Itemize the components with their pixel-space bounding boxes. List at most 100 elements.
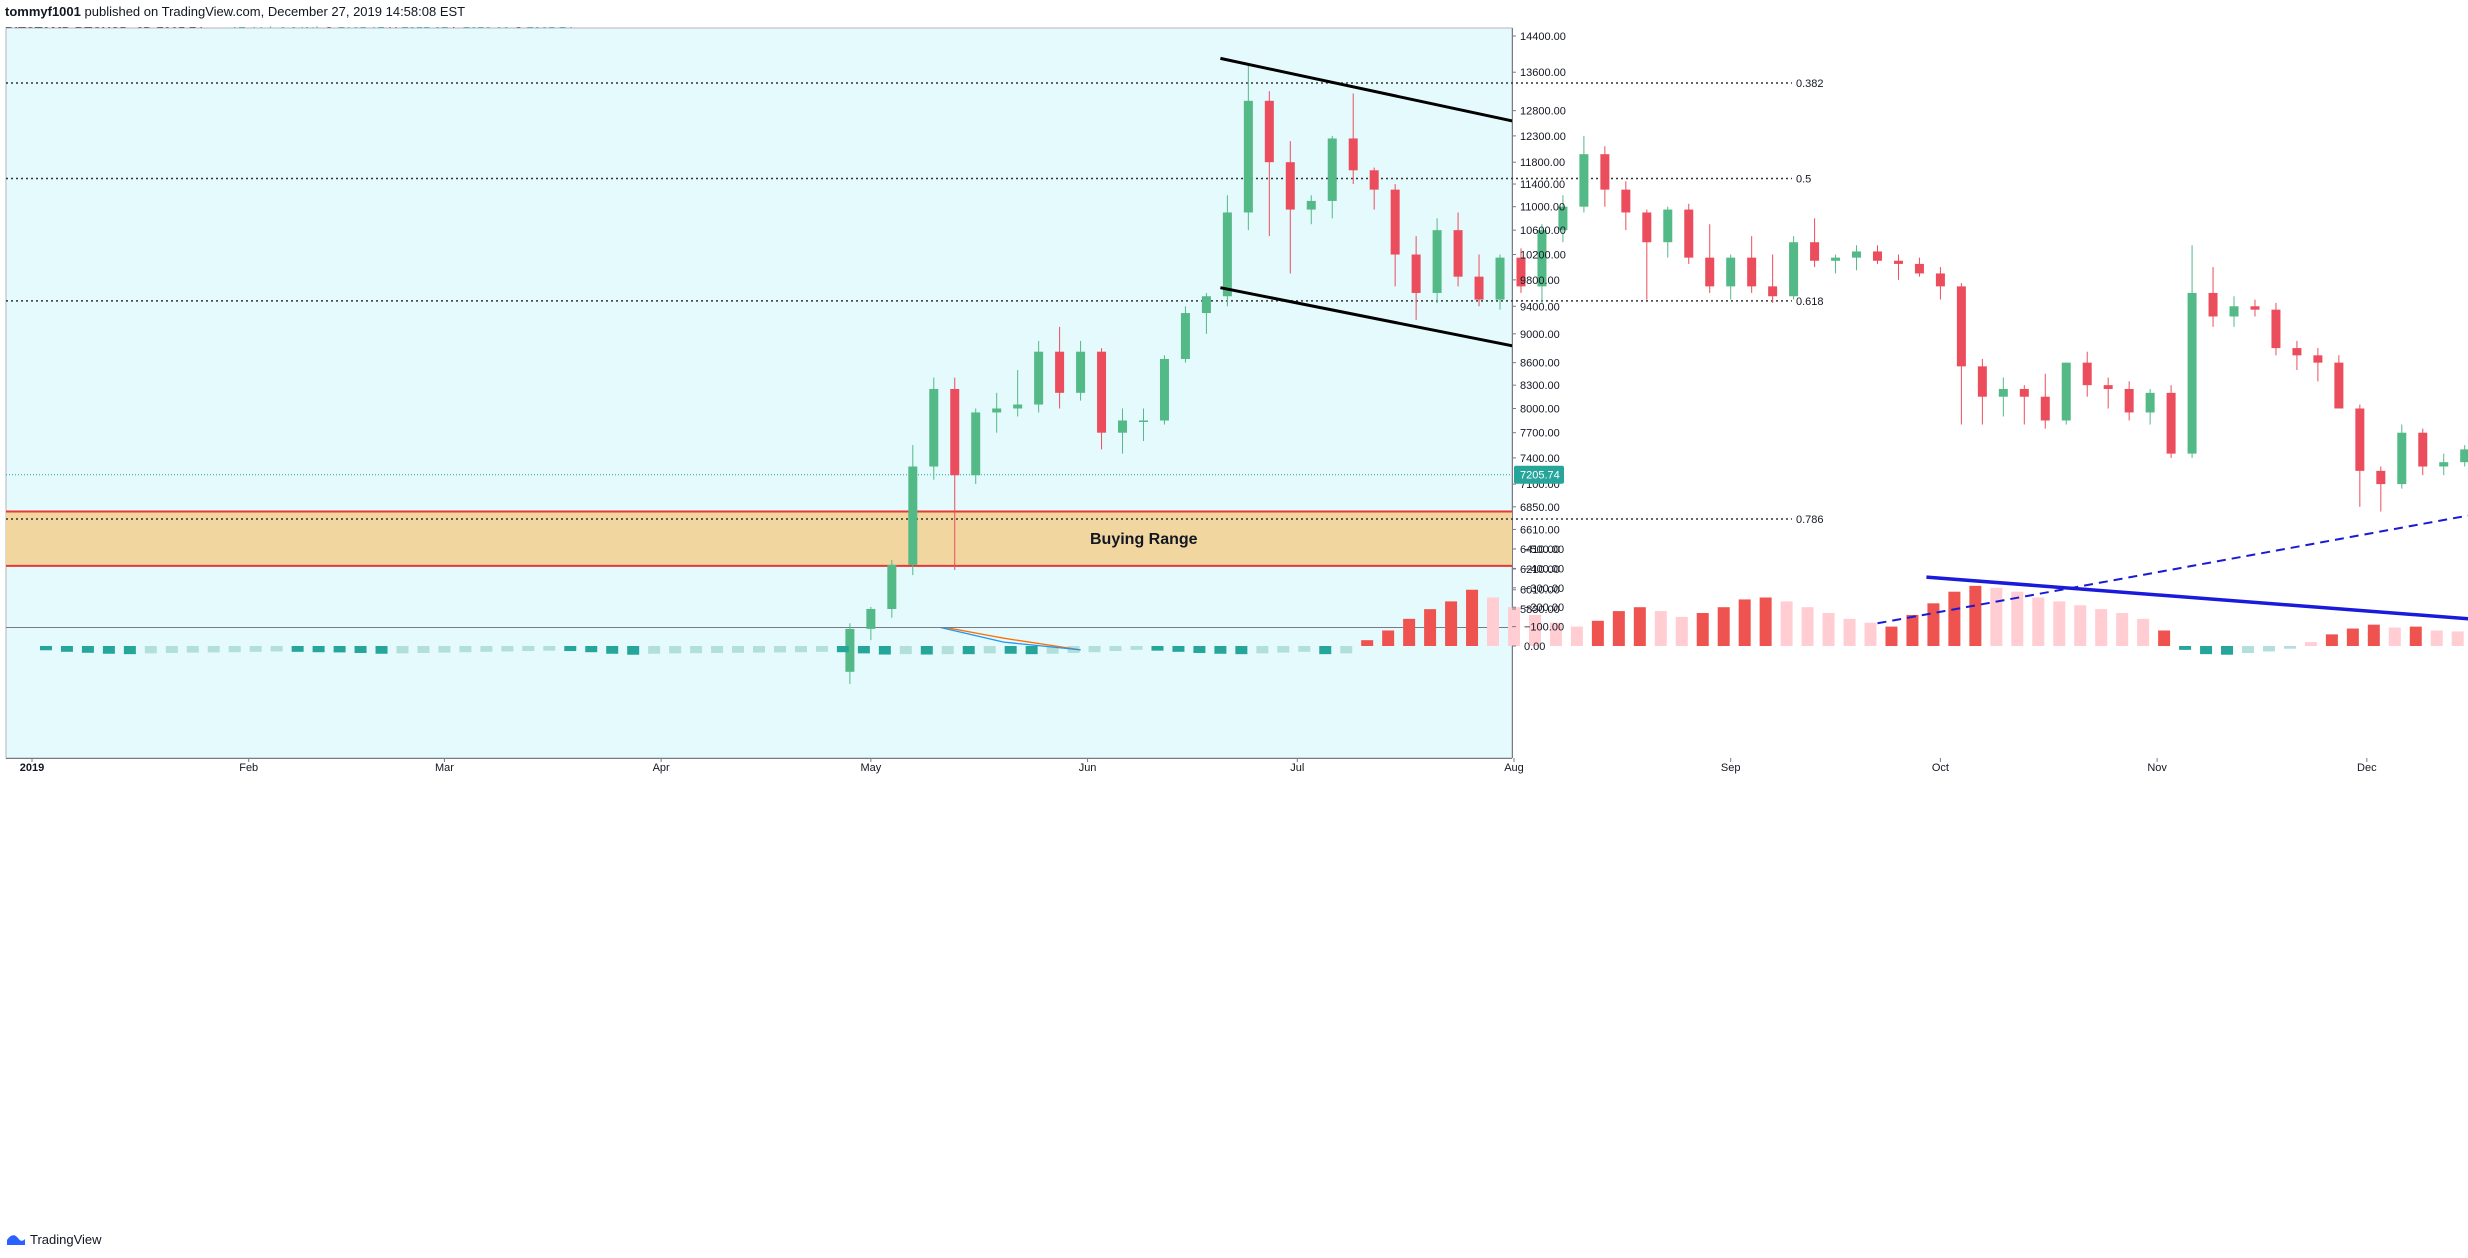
candle xyxy=(887,559,897,618)
histogram-bar xyxy=(1256,646,1269,654)
candle-body xyxy=(1789,242,1799,297)
candle xyxy=(1935,267,1945,300)
price-tick-label: 9000.00 xyxy=(1520,329,1560,341)
histogram-bar xyxy=(920,646,933,655)
candle-body xyxy=(1935,273,1945,287)
histogram-bar xyxy=(1948,591,1961,646)
candle-body xyxy=(992,408,1002,413)
histogram-bar xyxy=(1759,597,1772,646)
candle xyxy=(1663,206,1673,258)
histogram-bar xyxy=(165,646,178,653)
price-tick-label: 8600.00 xyxy=(1520,358,1560,370)
candle-body xyxy=(2355,408,2365,471)
fib-label-0.382: 0.382 xyxy=(1796,78,1824,90)
candle-body xyxy=(1432,230,1442,293)
candle xyxy=(2082,351,2092,397)
candle-body xyxy=(1558,206,1568,231)
price-tick-label: 13600.00 xyxy=(1520,67,1566,79)
candle xyxy=(1474,254,1484,307)
author-name[interactable]: tommyf1001 xyxy=(5,4,81,19)
histogram-bar xyxy=(2200,646,2213,655)
histogram-bar xyxy=(1277,646,1290,653)
histogram-bar xyxy=(1172,646,1185,652)
histogram-bar xyxy=(1822,613,1835,646)
candle-body xyxy=(2376,470,2386,485)
histogram-bar xyxy=(228,646,241,653)
candle-body xyxy=(1663,209,1673,243)
candle-body xyxy=(1201,296,1211,314)
time-tick-label: Sep xyxy=(1721,762,1741,774)
candle xyxy=(971,408,981,485)
channel-lower-line xyxy=(1220,286,1512,348)
candle-body xyxy=(1264,100,1274,163)
histogram-bar xyxy=(1424,609,1437,646)
histogram-bar xyxy=(438,646,451,653)
histogram-bar xyxy=(480,646,493,652)
histogram-bar xyxy=(270,646,283,652)
candle xyxy=(2166,385,2176,458)
histogram-bar xyxy=(2451,631,2464,646)
time-tick-label: Aug xyxy=(1504,762,1524,774)
candle xyxy=(1810,218,1820,268)
candle xyxy=(1852,245,1862,271)
candle xyxy=(1998,377,2008,417)
candle-body xyxy=(2040,396,2050,421)
candle xyxy=(1642,209,1652,300)
candle xyxy=(1621,181,1631,231)
candle-body xyxy=(2166,392,2176,454)
channel-upper-line xyxy=(1220,56,1512,123)
macd-tick-label: −300.00 xyxy=(1524,583,1564,595)
candle-body xyxy=(1852,251,1862,258)
candle-body xyxy=(1138,420,1148,422)
histogram-bar xyxy=(1675,616,1688,646)
candle-body xyxy=(1306,200,1316,210)
histogram-bar xyxy=(186,646,199,653)
candle xyxy=(2313,348,2323,382)
histogram-bar xyxy=(983,646,996,654)
histogram-bar xyxy=(564,646,577,652)
macd-trendline xyxy=(1926,575,2468,621)
candle xyxy=(1327,135,1337,219)
time-tick-label: Apr xyxy=(653,762,670,774)
candle xyxy=(1055,326,1065,409)
candle-body xyxy=(1579,154,1589,207)
candle-body xyxy=(1768,286,1778,297)
candle-body xyxy=(1243,100,1253,213)
macd-lines xyxy=(939,628,1081,651)
price-tick-label: 7400.00 xyxy=(1520,453,1560,465)
price-tick-label: 14400.00 xyxy=(1520,31,1566,43)
candle xyxy=(1453,212,1463,287)
candle-body xyxy=(1872,251,1882,261)
histogram-bar xyxy=(857,646,870,654)
current-price-badge xyxy=(1514,465,1564,484)
histogram-bar xyxy=(1570,626,1583,646)
candle xyxy=(1705,224,1715,293)
candle xyxy=(2418,428,2428,476)
candle xyxy=(1768,254,1778,303)
price-tick-label: 12300.00 xyxy=(1520,131,1566,143)
candle xyxy=(2145,388,2155,425)
candle xyxy=(2355,404,2365,507)
histogram-bar xyxy=(2074,605,2087,646)
macd-line xyxy=(939,628,1081,651)
histogram-bar xyxy=(522,646,535,652)
fib-label-0.5: 0.5 xyxy=(1796,174,1811,186)
histogram-bar xyxy=(375,646,388,654)
price-tick-label: 9800.00 xyxy=(1520,275,1560,287)
candle-body xyxy=(950,388,960,476)
candle-body xyxy=(1495,257,1505,300)
histogram-bar xyxy=(102,646,115,654)
candle xyxy=(2460,445,2468,467)
candle xyxy=(866,606,876,641)
histogram-bar xyxy=(1046,646,1059,654)
candle xyxy=(1789,236,1799,300)
candle-body xyxy=(1977,366,1987,397)
time-tick-label: Mar xyxy=(435,762,454,774)
time-tick-label: Dec xyxy=(2357,762,2377,774)
histogram-bar xyxy=(669,646,682,654)
candle xyxy=(2124,381,2134,421)
histogram-bar xyxy=(2011,591,2024,646)
histogram-bar xyxy=(501,646,514,652)
candle-body xyxy=(1159,358,1169,421)
